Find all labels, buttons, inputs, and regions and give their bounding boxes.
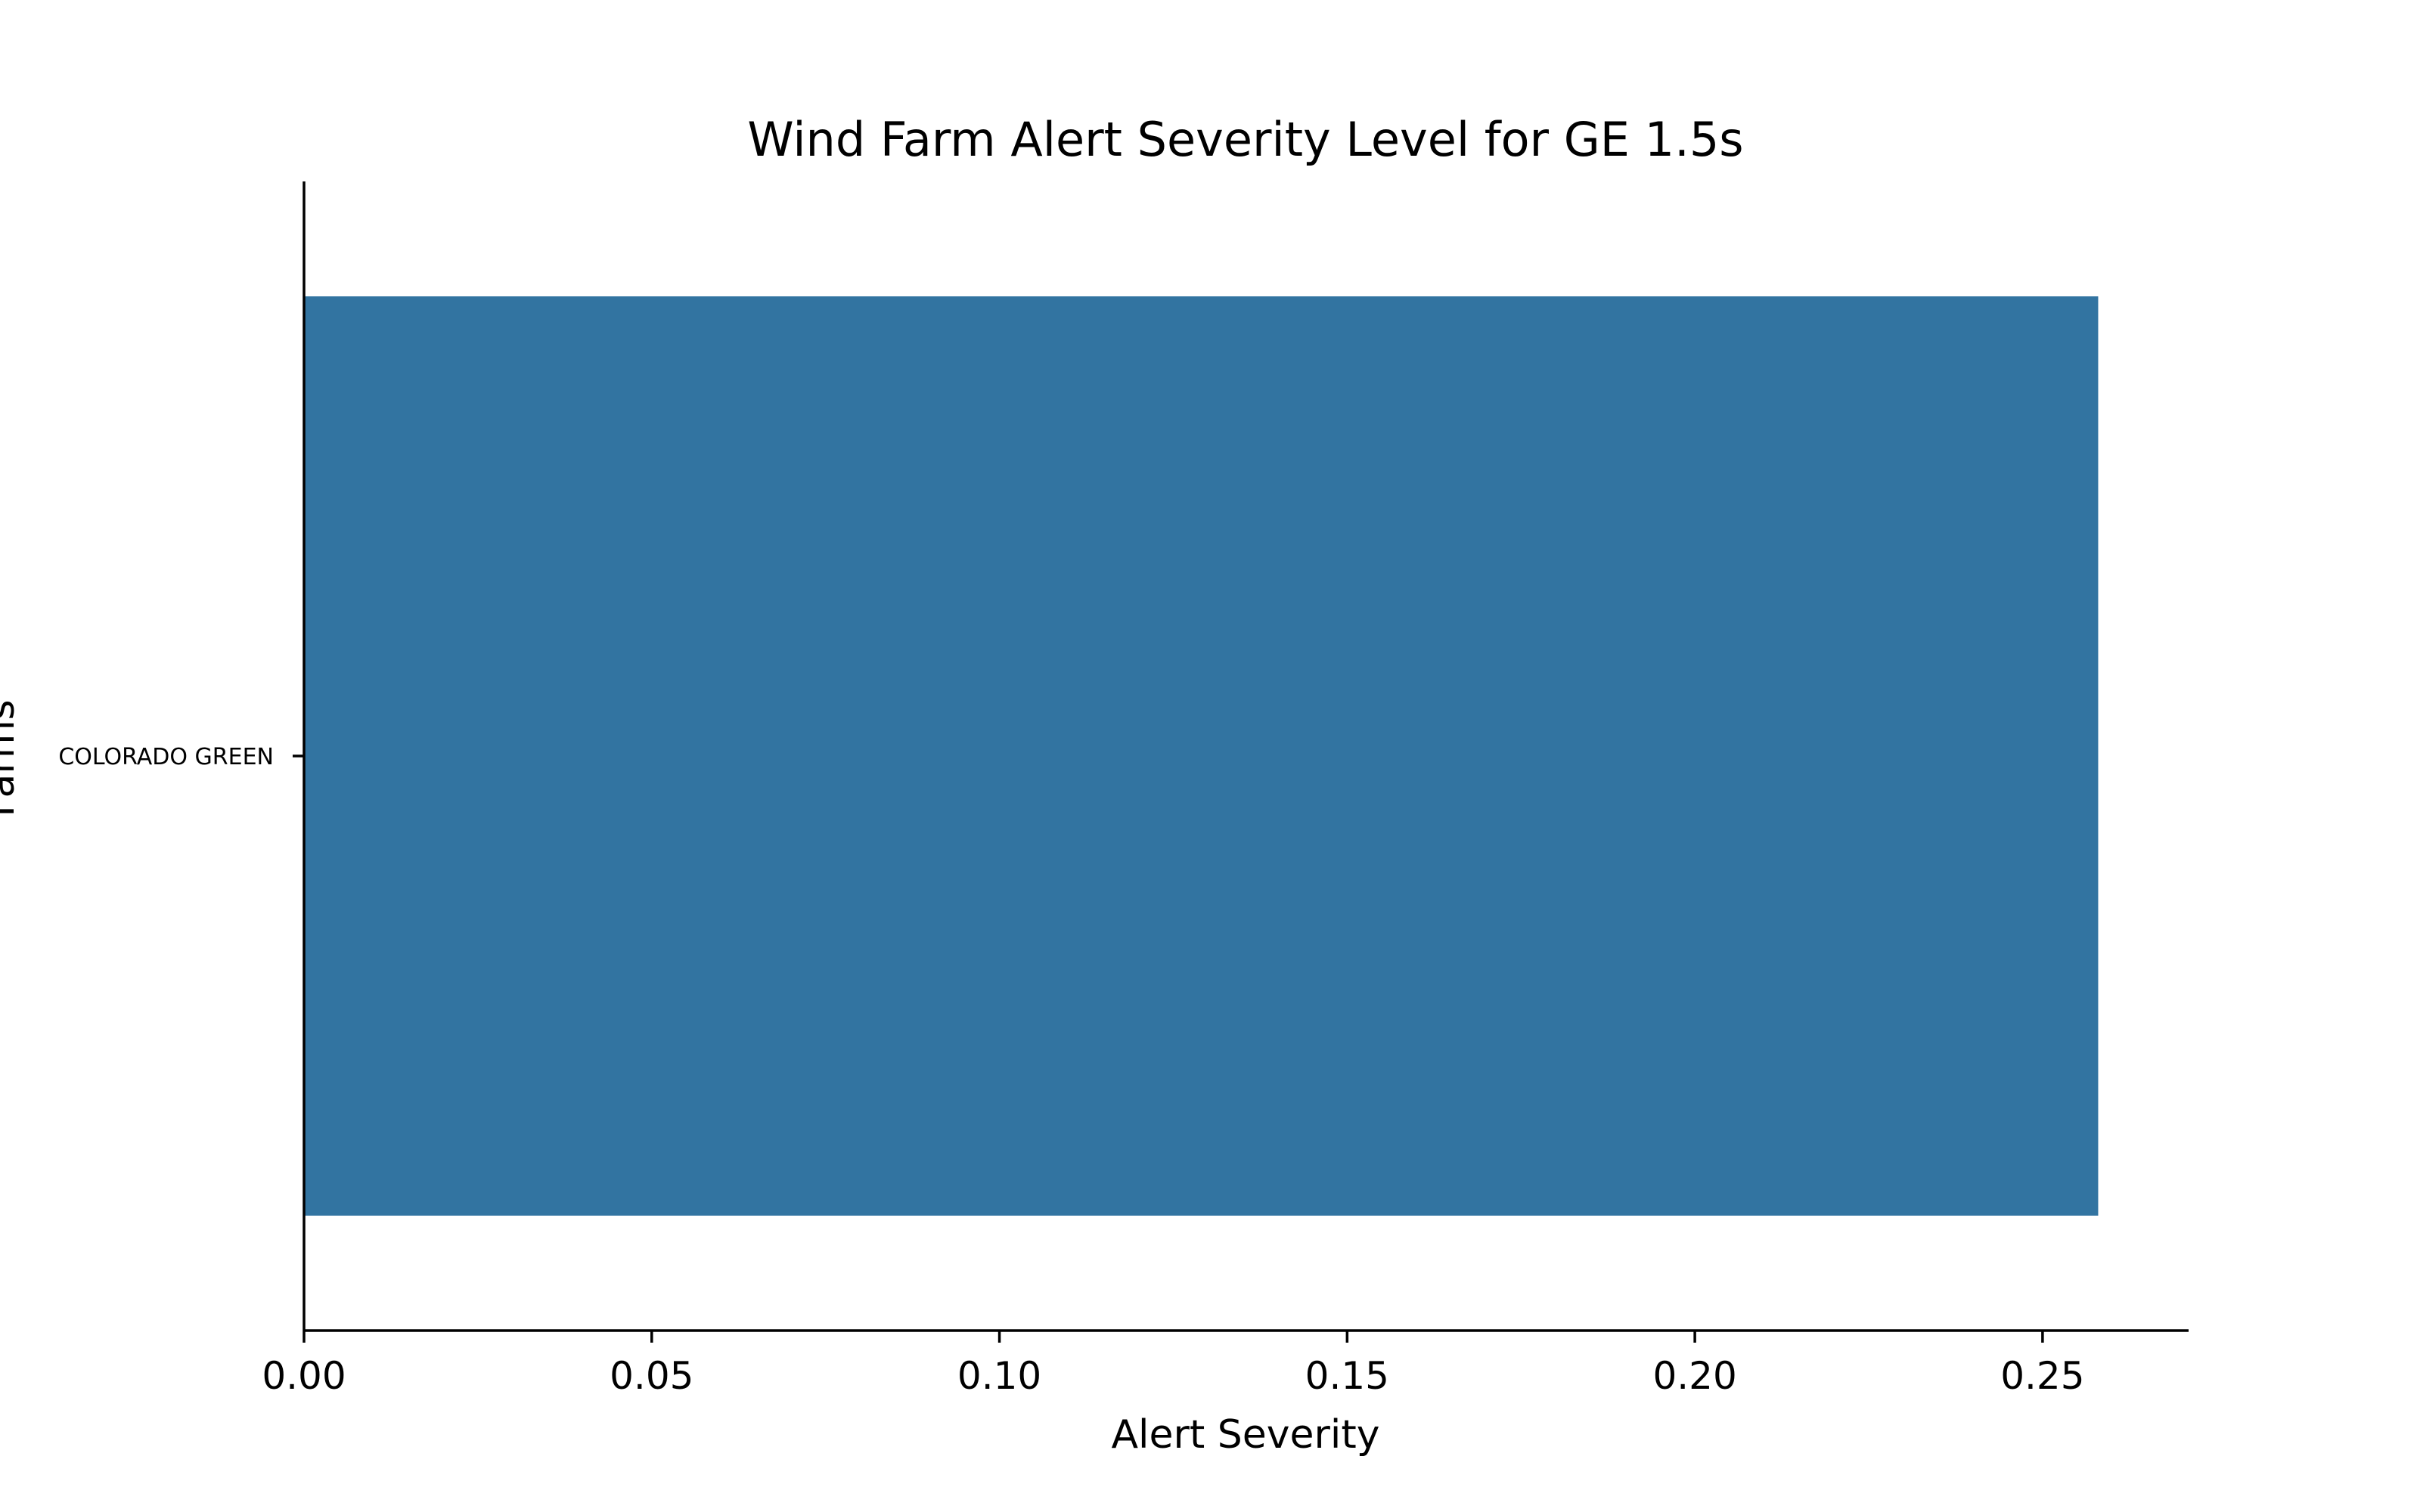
chart-title: Wind Farm Alert Severity Level for GE 1.… <box>747 112 1743 167</box>
y-axis-label: Farms <box>0 699 23 816</box>
axes-group: COLORADO GREEN 0.00 0.05 0.10 0.15 0.20 0.25 <box>58 181 2189 1398</box>
x-axis-label: Alert Severity <box>1111 1412 1379 1458</box>
x-tick-label: 0.15 <box>1305 1354 1389 1398</box>
x-tick-label: 0.00 <box>262 1354 346 1398</box>
y-tick-label: COLORADO GREEN <box>58 744 274 770</box>
bars-group <box>304 296 2099 1216</box>
bar-colorado-green <box>304 296 2099 1216</box>
x-tick-label: 0.10 <box>957 1354 1041 1398</box>
x-tick-label: 0.20 <box>1652 1354 1736 1398</box>
x-tick-label: 0.05 <box>610 1354 693 1398</box>
x-tick-label: 0.25 <box>2000 1354 2084 1398</box>
